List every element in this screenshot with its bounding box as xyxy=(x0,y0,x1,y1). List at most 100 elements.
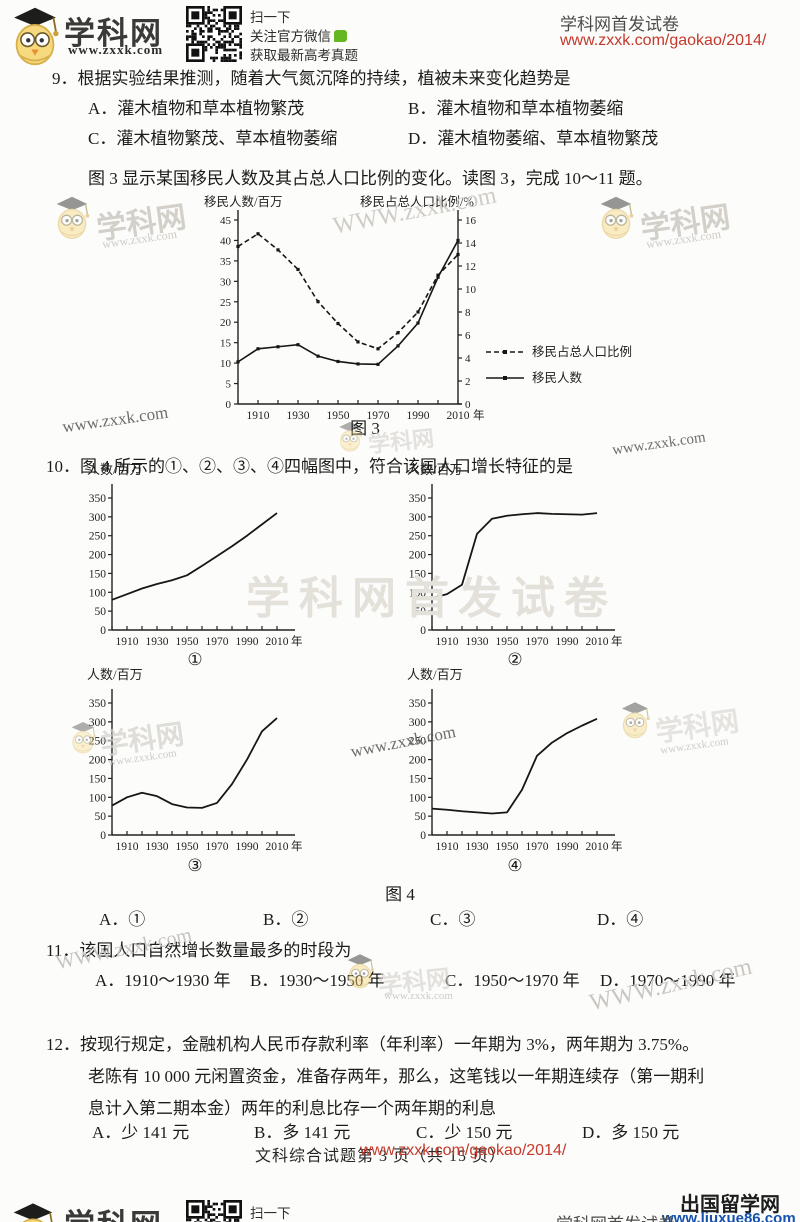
svg-text:1990: 1990 xyxy=(556,841,579,853)
svg-text:1990: 1990 xyxy=(236,841,259,853)
svg-text:年: 年 xyxy=(291,839,303,853)
svg-text:250: 250 xyxy=(409,531,427,543)
svg-text:0: 0 xyxy=(100,830,106,842)
q12-option-b: B．多 141 元 xyxy=(254,1123,351,1142)
figure4-chart-1: 人数/百万 0 50 100 150 200 250 300 350 1910 1930 1950 19… xyxy=(87,462,303,648)
svg-text:1910: 1910 xyxy=(116,636,139,648)
q12-stem-line3: 息计入第二期本金）两年的利息比存一个两年期的利息 xyxy=(88,1099,496,1118)
header-right-url: www.zxxk.com/gaokao/2014/ xyxy=(560,32,767,49)
zxxk-owl-logo xyxy=(8,4,62,73)
svg-text:300: 300 xyxy=(89,512,107,524)
svg-text:150: 150 xyxy=(409,568,427,580)
svg-text:14: 14 xyxy=(465,238,477,250)
svg-text:15: 15 xyxy=(220,338,232,350)
svg-text:1950: 1950 xyxy=(496,841,519,853)
svg-text:12: 12 xyxy=(465,261,476,273)
watermark-brand: 学科网 xyxy=(94,200,189,247)
svg-text:1950: 1950 xyxy=(496,636,519,648)
svg-text:1970: 1970 xyxy=(526,841,549,853)
svg-text:0: 0 xyxy=(465,399,471,411)
svg-text:35: 35 xyxy=(220,256,232,268)
svg-text:200: 200 xyxy=(409,755,427,767)
svg-text:100: 100 xyxy=(409,587,427,599)
svg-text:人数/百万: 人数/百万 xyxy=(87,667,143,682)
svg-text:300: 300 xyxy=(89,717,107,729)
svg-text:6: 6 xyxy=(465,330,471,342)
q11-option-a: A．1910～1930 年 xyxy=(95,971,231,990)
svg-text:人数/百万: 人数/百万 xyxy=(407,462,463,477)
svg-text:8: 8 xyxy=(465,307,471,319)
svg-text:250: 250 xyxy=(409,736,427,748)
svg-text:1930: 1930 xyxy=(287,410,310,422)
svg-text:200: 200 xyxy=(89,550,107,562)
svg-text:2010: 2010 xyxy=(447,410,470,422)
svg-text:1990: 1990 xyxy=(556,636,579,648)
watermark-url: www.zxxk.com xyxy=(101,226,178,252)
svg-text:200: 200 xyxy=(89,755,107,767)
svg-text:1990: 1990 xyxy=(236,636,259,648)
svg-text:2010: 2010 xyxy=(266,841,289,853)
svg-text:1910: 1910 xyxy=(436,841,459,853)
svg-text:25: 25 xyxy=(220,297,232,309)
q10-stem: 10．图 4 所示的①、②、③、④四幅图中，符合该国人口增长特征的是 xyxy=(46,457,573,476)
svg-text:100: 100 xyxy=(89,792,107,804)
q9-option-c: C．灌木植物繁茂、草本植物萎缩 xyxy=(88,129,338,148)
q12-option-c: C．少 150 元 xyxy=(416,1123,513,1142)
figure4-label-4: ④ xyxy=(507,856,523,875)
svg-text:250: 250 xyxy=(89,531,107,543)
svg-text:50: 50 xyxy=(415,811,427,823)
svg-text:300: 300 xyxy=(409,512,427,524)
site-logo-text: 学科网 xyxy=(64,16,163,51)
figure3-chart: 移民人数/百万 移民占总人口比例/% 0 5 10 15 20 25 30 35 40 45 0 2 4 6 8… xyxy=(204,194,632,422)
fig3-intro: 图 3 显示某国移民人数及其占总人口比例的变化。读图 3，完成 10～11 题。 xyxy=(88,169,653,188)
svg-text:45: 45 xyxy=(220,215,232,227)
svg-text:年: 年 xyxy=(611,839,623,853)
svg-text:30: 30 xyxy=(220,276,232,288)
figure3-caption: 图 3 xyxy=(350,419,380,438)
svg-text:150: 150 xyxy=(409,773,427,785)
watermark-url-dark: www.zxxk.com xyxy=(611,429,707,459)
svg-text:0: 0 xyxy=(420,625,426,637)
svg-text:150: 150 xyxy=(89,568,107,580)
svg-text:2010: 2010 xyxy=(586,841,609,853)
partner-name: 出国留学网 xyxy=(680,1194,780,1216)
svg-text:0: 0 xyxy=(226,399,232,411)
qr-caption-line3: 获取最新高考真题 xyxy=(250,48,358,63)
figure4-chart-2: 人数/百万 0 50 100 150 200 250 300 350 1910 1930 1950 19… xyxy=(407,462,623,648)
watermark-url-dark: www.zxxk.com xyxy=(61,402,170,437)
q12-option-d: D．多 150 元 xyxy=(582,1123,680,1142)
svg-text:移民占总人口比例/%: 移民占总人口比例/% xyxy=(360,194,474,209)
qr-code xyxy=(186,6,242,62)
svg-text:1910: 1910 xyxy=(116,841,139,853)
q11-option-d: D．1970～1990 年 xyxy=(600,971,736,990)
svg-text:16: 16 xyxy=(465,215,477,227)
figure4-caption: 图 4 xyxy=(385,885,415,904)
q11-option-b: B．1930～1950 年 xyxy=(250,971,385,990)
svg-text:350: 350 xyxy=(89,493,107,505)
svg-text:1950: 1950 xyxy=(327,410,350,422)
watermark-url: www.zxxk.com xyxy=(659,735,730,757)
qr-caption-line1: 扫一下 xyxy=(250,10,291,25)
q10-answer-c: C．③ xyxy=(430,910,476,929)
q12-stem-line1: 12．按现行规定，金融机构人民币存款利率（年利率）一年期为 3%，两年期为 3.… xyxy=(46,1035,700,1054)
svg-text:50: 50 xyxy=(415,606,427,618)
svg-text:350: 350 xyxy=(409,698,427,710)
svg-text:移民人数: 移民人数 xyxy=(532,370,583,385)
qr-caption-line2: 关注官方微信 xyxy=(250,27,348,46)
next-page-qr-code xyxy=(186,1200,242,1222)
svg-text:100: 100 xyxy=(409,792,427,804)
svg-text:2010: 2010 xyxy=(586,636,609,648)
svg-text:4: 4 xyxy=(465,353,471,365)
svg-text:1970: 1970 xyxy=(206,636,229,648)
wechat-icon xyxy=(334,30,348,42)
svg-text:10: 10 xyxy=(220,358,232,370)
svg-text:1970: 1970 xyxy=(206,841,229,853)
q11-stem: 11．该国人口自然增长数量最多的时段为 xyxy=(46,941,352,960)
svg-text:1970: 1970 xyxy=(526,636,549,648)
svg-text:0: 0 xyxy=(420,830,426,842)
svg-text:1970: 1970 xyxy=(367,410,390,422)
svg-text:200: 200 xyxy=(409,550,427,562)
svg-text:2010: 2010 xyxy=(266,636,289,648)
svg-text:100: 100 xyxy=(89,587,107,599)
